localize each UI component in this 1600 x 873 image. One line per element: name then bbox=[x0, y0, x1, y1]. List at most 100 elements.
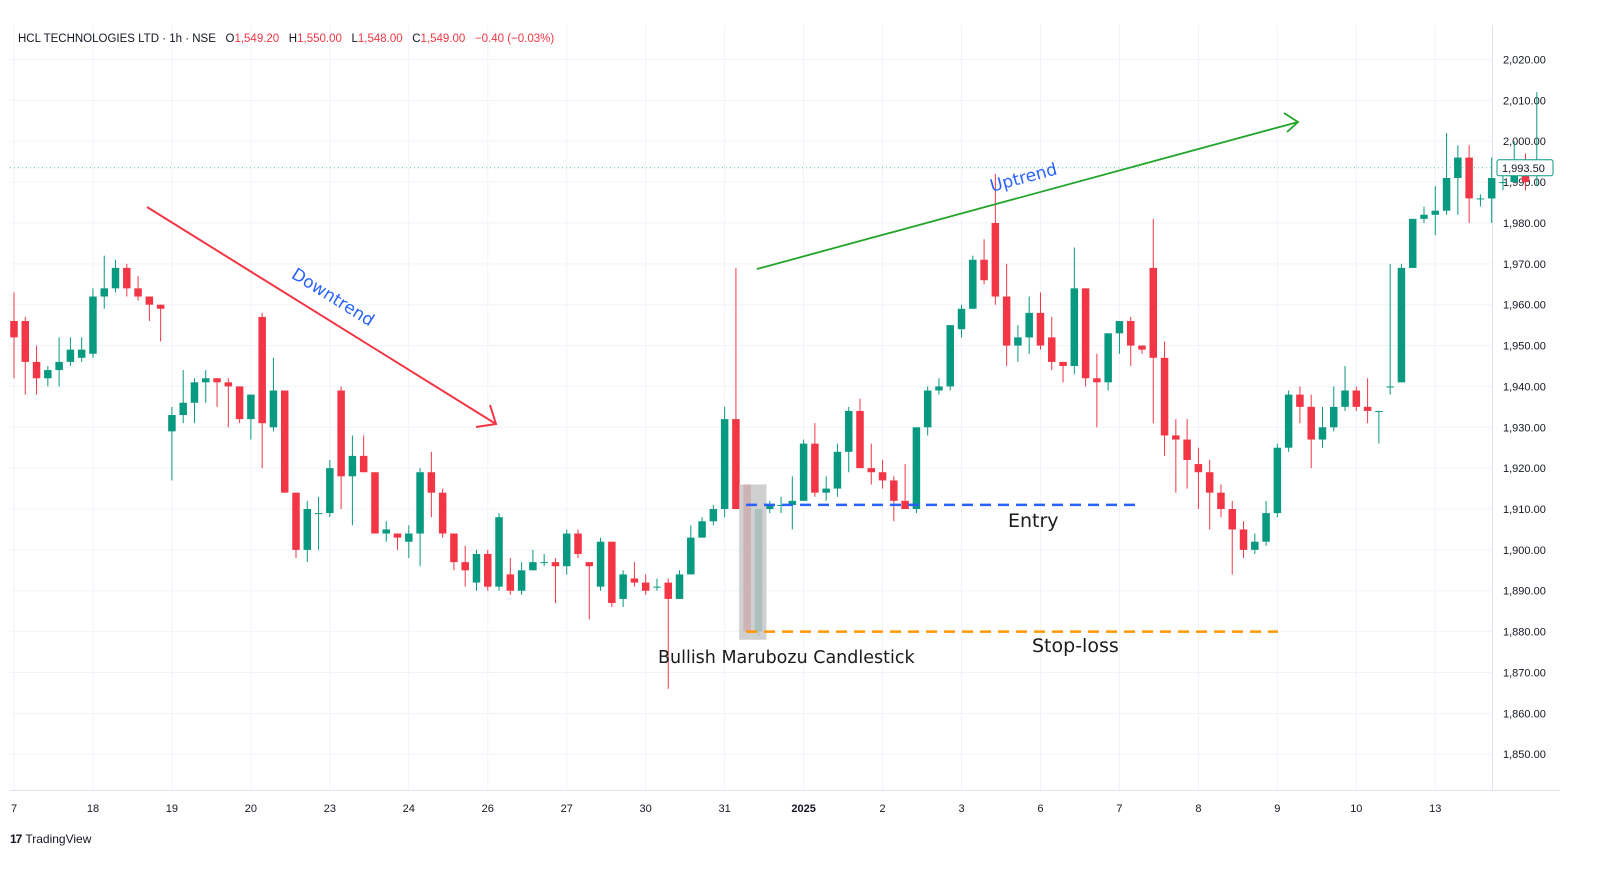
candle-body bbox=[1048, 337, 1056, 362]
candle bbox=[55, 337, 63, 387]
candle-body bbox=[10, 321, 18, 338]
candle bbox=[1262, 500, 1270, 546]
candle bbox=[732, 267, 740, 510]
candle-body bbox=[529, 562, 537, 571]
change-value: −0.40 (−0.03%) bbox=[474, 33, 555, 45]
uptrend-line bbox=[756, 121, 1299, 270]
candle-body bbox=[1431, 210, 1440, 215]
candle-body bbox=[292, 492, 300, 550]
candle-body bbox=[1014, 337, 1022, 346]
candle-body bbox=[1307, 406, 1315, 440]
candle bbox=[698, 517, 706, 538]
y-tick-label: 1,950.00 bbox=[1503, 341, 1546, 353]
candle bbox=[438, 488, 447, 538]
candle-body bbox=[303, 509, 312, 550]
x-tick-label: 7 bbox=[11, 803, 17, 815]
candle-body bbox=[901, 500, 909, 510]
candle-body bbox=[878, 472, 887, 481]
candle-body bbox=[1420, 214, 1428, 219]
y-tick-label: 1,900.00 bbox=[1503, 545, 1546, 557]
candle bbox=[506, 558, 515, 595]
candle-body bbox=[732, 419, 740, 510]
stoploss-label: Stop-loss bbox=[1032, 635, 1119, 657]
x-tick-label: 27 bbox=[561, 803, 573, 815]
candle bbox=[867, 443, 876, 485]
candle bbox=[280, 390, 289, 493]
candle bbox=[844, 406, 853, 473]
candle-body bbox=[224, 382, 233, 387]
candle-body bbox=[100, 288, 108, 297]
high-label: H bbox=[288, 33, 298, 45]
candle-body bbox=[844, 410, 853, 452]
x-tick-label: 24 bbox=[403, 803, 415, 815]
candle bbox=[371, 472, 379, 534]
candle-body bbox=[698, 521, 706, 538]
candle-body bbox=[551, 562, 560, 567]
candle bbox=[303, 500, 312, 563]
candle bbox=[472, 549, 481, 591]
x-tick-label: 10 bbox=[1350, 803, 1362, 815]
candle-body bbox=[1330, 406, 1338, 428]
candle bbox=[359, 435, 368, 473]
candle bbox=[517, 562, 526, 595]
candle bbox=[213, 378, 221, 407]
candle-body bbox=[1183, 439, 1191, 460]
candle bbox=[66, 337, 75, 366]
candle-body bbox=[980, 259, 988, 281]
candle-body bbox=[427, 472, 436, 493]
x-tick-label: 20 bbox=[245, 803, 257, 815]
candle-body bbox=[66, 349, 75, 362]
candle-body bbox=[1487, 178, 1496, 199]
y-tick-label: 2,000.00 bbox=[1503, 136, 1546, 148]
candle bbox=[1465, 145, 1473, 223]
tradingview-brand[interactable]: 17 TradingView bbox=[10, 832, 91, 846]
y-tick-label: 1,850.00 bbox=[1503, 749, 1546, 761]
candle-body bbox=[1476, 198, 1485, 200]
open-value: 1,549.20 bbox=[234, 33, 280, 45]
candle bbox=[134, 276, 142, 301]
x-tick-label: 31 bbox=[719, 803, 731, 815]
candle bbox=[1149, 218, 1158, 424]
candle bbox=[822, 476, 830, 501]
candle-body bbox=[168, 415, 176, 432]
y-tick-label: 1,920.00 bbox=[1503, 463, 1546, 475]
x-tick-label: 8 bbox=[1195, 803, 1201, 815]
tradingview-logo-icon: 17 bbox=[10, 832, 22, 846]
candle bbox=[664, 578, 672, 689]
candle-body bbox=[1296, 394, 1304, 407]
candle-body bbox=[1025, 312, 1033, 338]
high-value: 1,550.00 bbox=[297, 33, 342, 45]
candle-body bbox=[664, 582, 672, 599]
candle bbox=[1352, 386, 1361, 411]
candle bbox=[1408, 218, 1417, 268]
candle bbox=[912, 427, 921, 514]
candle-body bbox=[461, 562, 469, 571]
candle bbox=[856, 398, 864, 469]
candle-body bbox=[145, 296, 154, 305]
candle bbox=[799, 439, 808, 501]
candle bbox=[495, 513, 503, 591]
candle-body bbox=[416, 472, 424, 534]
candle bbox=[405, 525, 413, 559]
candle-body bbox=[1172, 435, 1180, 440]
candle bbox=[540, 553, 548, 567]
candle-body bbox=[111, 267, 120, 289]
candle-body bbox=[269, 390, 278, 428]
candle-body bbox=[1126, 321, 1135, 346]
candle-body bbox=[517, 570, 526, 591]
chart-axes: 2,020.002,010.002,000.001,990.001,980.00… bbox=[10, 25, 1560, 815]
candle bbox=[10, 292, 18, 379]
candle-body bbox=[1115, 321, 1124, 334]
candle-body bbox=[991, 222, 1000, 297]
candle bbox=[269, 357, 278, 432]
candle-body bbox=[890, 480, 898, 501]
candle bbox=[1363, 378, 1372, 424]
candle bbox=[1126, 316, 1135, 366]
candle bbox=[1205, 459, 1214, 530]
candle-body bbox=[1341, 390, 1349, 407]
candle-body bbox=[484, 553, 492, 587]
candle-body bbox=[1397, 267, 1406, 383]
candle-body bbox=[1454, 157, 1462, 179]
candle-body bbox=[337, 390, 345, 477]
